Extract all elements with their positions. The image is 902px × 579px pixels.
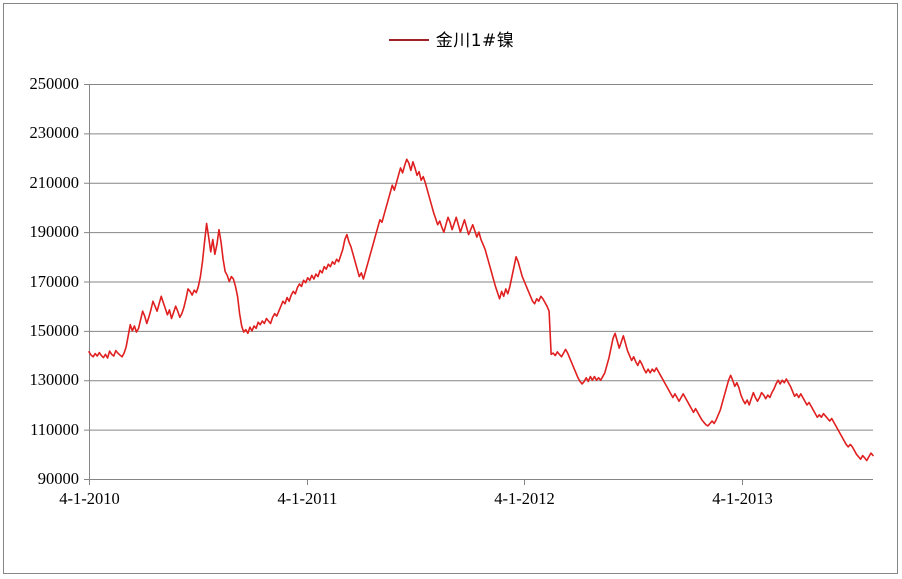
- x-axis-tick-label: 4-1-2013: [712, 489, 773, 508]
- y-axis-tick-label: 90000: [37, 469, 79, 488]
- y-axis-tick-label: 150000: [29, 320, 80, 340]
- y-axis-tick-label: 170000: [29, 271, 80, 291]
- y-axis-tick-label: 130000: [29, 370, 80, 390]
- chart-legend: 金川1#镍: [4, 28, 899, 54]
- chart-plot-area: [84, 84, 874, 485]
- legend-series-label: 金川1#镍: [435, 31, 515, 51]
- chart-container: 金川1#镍 90000 110000 130000 150000 170000 19000…: [3, 3, 898, 574]
- y-axis-tick-label: 230000: [29, 123, 80, 143]
- y-axis-tick-label: 110000: [30, 419, 79, 439]
- y-axis-tick-label: 210000: [29, 172, 80, 192]
- y-axis-tick-label: 190000: [29, 222, 80, 242]
- y-axis-line: [84, 84, 90, 480]
- x-axis-tick-label: 4-1-2012: [494, 489, 555, 508]
- x-axis-tick-marks: [89, 479, 873, 485]
- chart-gridlines: [89, 84, 873, 480]
- x-axis-tick-label: 4-1-2011: [277, 489, 338, 508]
- x-axis-tick-label: 4-1-2010: [59, 489, 120, 508]
- data-series-line: [88, 158, 874, 462]
- y-axis-tick-label: 250000: [29, 74, 80, 93]
- legend-line-marker: [388, 39, 429, 41]
